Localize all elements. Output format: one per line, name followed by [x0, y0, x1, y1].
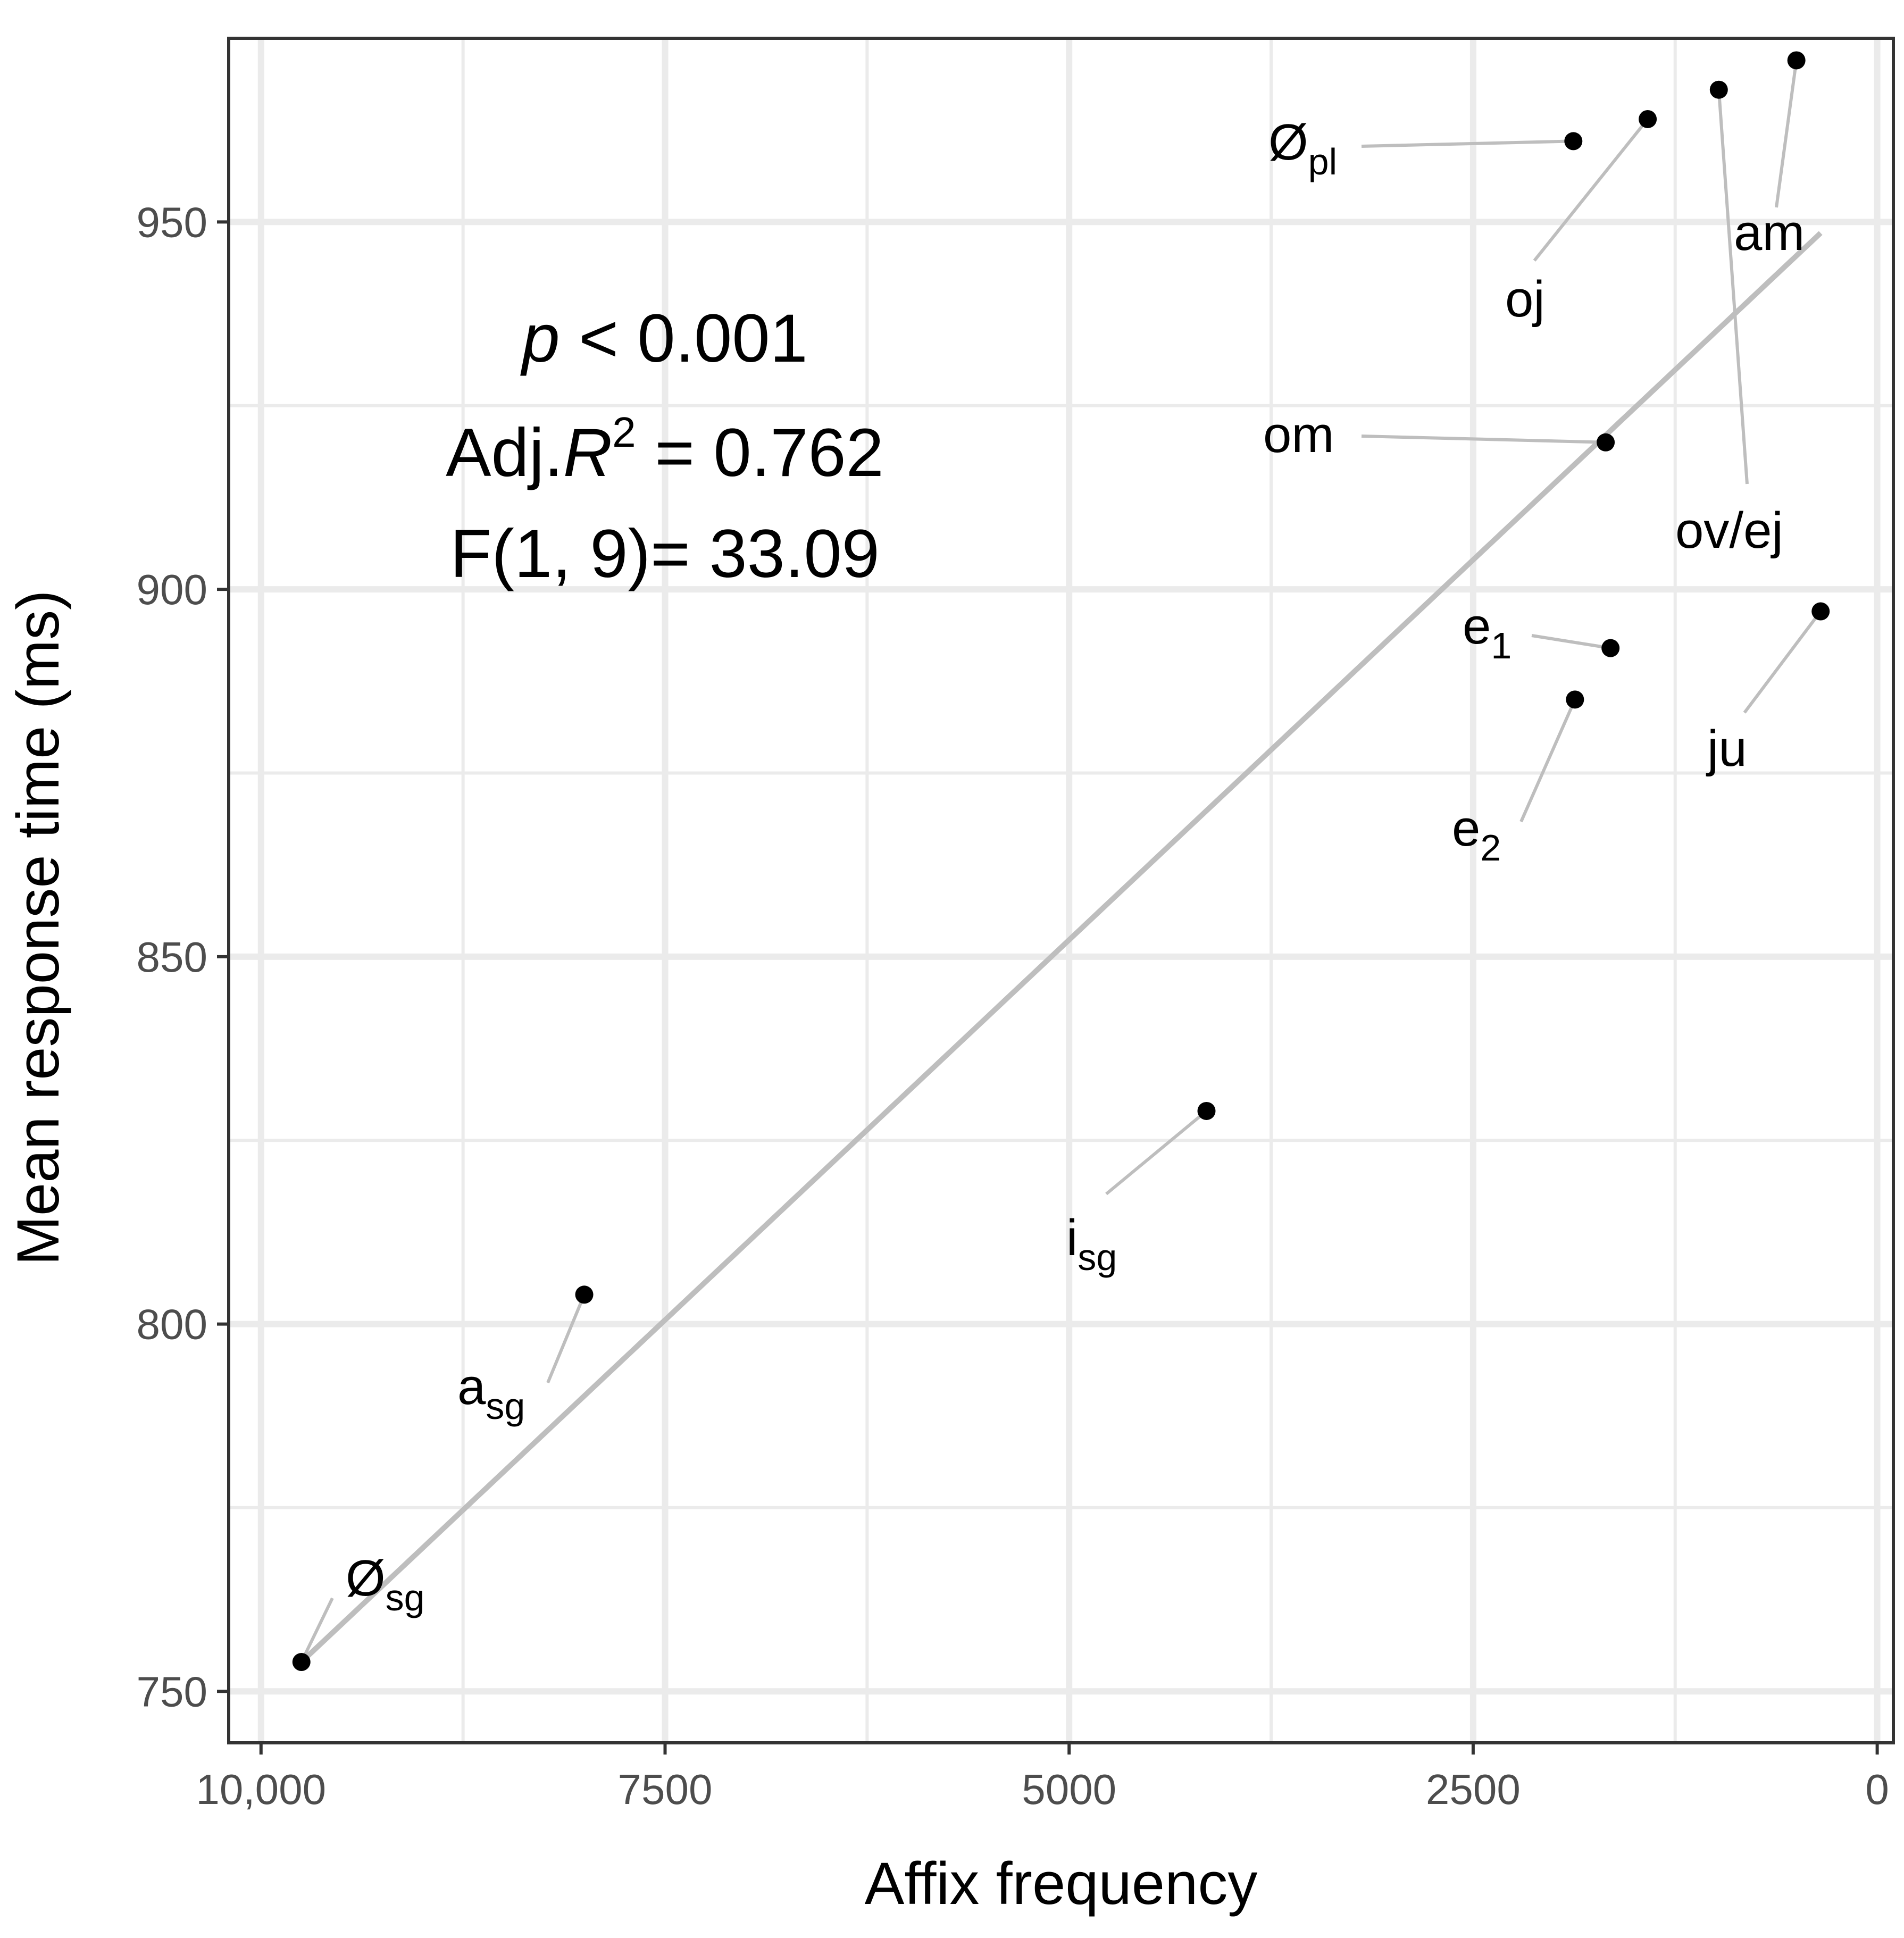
point-label-base: am	[1734, 204, 1805, 261]
stat-f-statistic: F(1, 9)= 33.09	[450, 516, 880, 592]
point-label-base: oj	[1505, 271, 1545, 328]
point-label-base: i	[1066, 1209, 1078, 1266]
grid-major	[229, 38, 1893, 1743]
point-label: ju	[1706, 720, 1747, 777]
y-tick-label: 900	[137, 566, 207, 613]
point-label: ov/ej	[1675, 502, 1783, 559]
label-leader-line	[1717, 89, 1749, 484]
point-label-base: ov/ej	[1675, 502, 1783, 559]
data-point	[1639, 110, 1657, 128]
label-leader-line	[300, 1597, 334, 1663]
point-label-subscript: 1	[1491, 625, 1511, 666]
point-label-base: e	[1463, 598, 1491, 655]
stat-adj-prefix: Adj.	[446, 415, 563, 491]
stat-adj-rest: = 0.762	[636, 415, 884, 491]
point-label-base: a	[457, 1358, 486, 1415]
point-label-subscript: 2	[1480, 827, 1501, 868]
point-label: am	[1734, 204, 1805, 261]
label-leader-line	[1105, 1109, 1208, 1196]
x-axis-ticks: 10,000 7500 5000 2500 0	[196, 1743, 1889, 1813]
data-point	[1601, 639, 1620, 657]
point-label: isg	[1066, 1209, 1117, 1278]
y-tick-label: 750	[137, 1668, 207, 1715]
point-label: Øsg	[346, 1550, 425, 1618]
data-point	[1597, 433, 1615, 452]
stat-adj-sup: 2	[612, 408, 636, 456]
point-label-base: ju	[1706, 720, 1747, 777]
data-point	[1197, 1101, 1216, 1120]
point-label-subscript: sg	[1078, 1237, 1117, 1278]
x-tick-label: 2500	[1426, 1766, 1521, 1813]
stat-adj-r: R	[563, 415, 612, 491]
point-label: asg	[457, 1358, 525, 1427]
label-leader-lines	[300, 60, 1822, 1663]
point-label-subscript: pl	[1308, 141, 1337, 182]
label-leader-line	[1361, 435, 1606, 444]
label-leader-line	[1531, 634, 1611, 650]
data-point	[575, 1285, 594, 1304]
y-axis-ticks: 750 800 850 900 950	[137, 198, 229, 1715]
data-point	[1564, 132, 1583, 151]
point-label-base: om	[1263, 406, 1334, 463]
regression-line-layer	[299, 231, 1823, 1664]
label-leader-line	[1533, 118, 1649, 262]
data-point	[1811, 602, 1830, 621]
x-tick-label: 10,000	[196, 1766, 326, 1813]
data-points	[292, 51, 1830, 1672]
point-label-subscript: sg	[386, 1577, 425, 1618]
stat-p-rest: < 0.001	[560, 300, 808, 377]
label-leader-line	[1519, 699, 1577, 823]
regression-line	[299, 231, 1823, 1664]
x-axis-title: Affix frequency	[865, 1850, 1258, 1917]
point-label-base: Ø	[346, 1550, 386, 1607]
x-tick-label: 5000	[1022, 1766, 1116, 1813]
stat-adj-r2: Adj.R2 = 0.762	[446, 408, 884, 491]
point-label: oj	[1505, 271, 1545, 328]
x-tick-label: 0	[1865, 1766, 1889, 1813]
data-point	[292, 1653, 311, 1672]
label-leader-line	[1361, 139, 1574, 148]
data-point	[1709, 80, 1728, 99]
point-label-base: Ø	[1268, 114, 1308, 171]
y-tick-label: 850	[137, 933, 207, 981]
stat-p-value: p < 0.001	[520, 300, 807, 377]
label-leader-line	[1775, 60, 1798, 208]
data-point	[1566, 690, 1584, 709]
panel-border	[227, 37, 1895, 1744]
point-label: om	[1263, 406, 1334, 463]
point-label: e2	[1452, 800, 1501, 868]
x-tick-label: 7500	[618, 1766, 713, 1813]
stat-p-symbol: p	[520, 300, 559, 377]
stats-annotation: p < 0.001 Adj.R2 = 0.762 F(1, 9)= 33.09	[446, 300, 884, 592]
y-tick-label: 800	[137, 1301, 207, 1348]
data-point	[1787, 51, 1806, 70]
point-label-subscript: sg	[486, 1385, 525, 1427]
point-label: Øpl	[1268, 114, 1337, 182]
y-tick-label: 950	[137, 198, 207, 246]
point-label-base: e	[1452, 800, 1480, 857]
label-leader-line	[1743, 610, 1822, 714]
label-leader-line	[546, 1294, 586, 1384]
point-label: e1	[1463, 598, 1511, 666]
y-axis-title: Mean response time (ms)	[5, 590, 71, 1266]
